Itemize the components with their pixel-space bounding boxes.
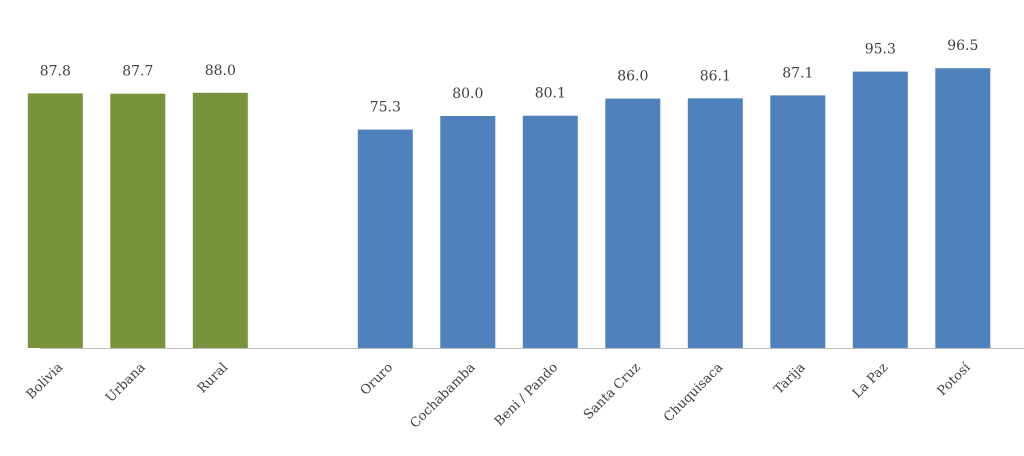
bar-cochabamba [440,116,496,348]
bar-beni-pando [522,115,578,348]
tick-label-potosi: Potosí [935,360,974,399]
tick-label-rural: Rural [195,360,231,396]
bars-layer [27,68,991,349]
bar-rural [192,92,248,348]
tick-label-chuquisaca: Chuquisaca [661,360,726,425]
value-label-urbana: 87.7 [122,64,153,80]
value-label-cochabamba: 80.0 [452,86,483,102]
tick-label-urbana: Urbana [103,360,149,406]
value-label-bolivia: 87.8 [40,63,71,79]
value-label-chuquisaca: 86.1 [700,68,731,84]
tick-label-beni-pando: Beni / Pando [492,360,561,429]
value-labels-layer: 87.8 87.7 88.0 75.3 80.0 80.1 86.0 86.1 87.1 95.3… [40,38,979,115]
tick-label-cochabamba: Cochabamba [407,360,478,431]
value-label-tarija: 87.1 [782,65,813,81]
tick-labels-layer: Bolivia Urbana Rural Oruro Cochabamba Beni / … [24,360,974,432]
value-label-oruro: 75.3 [370,100,401,116]
tick-label-santa-cruz: Santa Cruz [581,360,644,423]
value-label-rural: 88.0 [205,63,236,79]
tick-label-oruro: Oruro [358,360,397,399]
value-label-la-paz: 95.3 [865,42,896,58]
bar-urbana [110,93,166,348]
bar-bolivia [27,93,83,349]
tick-label-bolivia: Bolivia [24,360,67,403]
bar-la-paz [852,71,908,348]
value-label-potosi: 96.5 [947,38,978,54]
bar-tarija [770,95,826,349]
bar-santa-cruz [605,98,661,348]
value-label-santa-cruz: 86.0 [617,69,648,85]
value-label-beni-pando: 80.1 [535,86,566,102]
bar-potosi [935,68,991,348]
tick-label-la-paz: La Paz [850,360,891,401]
bar-oruro [357,129,413,348]
tick-label-tarija: Tarija [771,360,808,397]
bar-chuquisaca [687,98,743,348]
